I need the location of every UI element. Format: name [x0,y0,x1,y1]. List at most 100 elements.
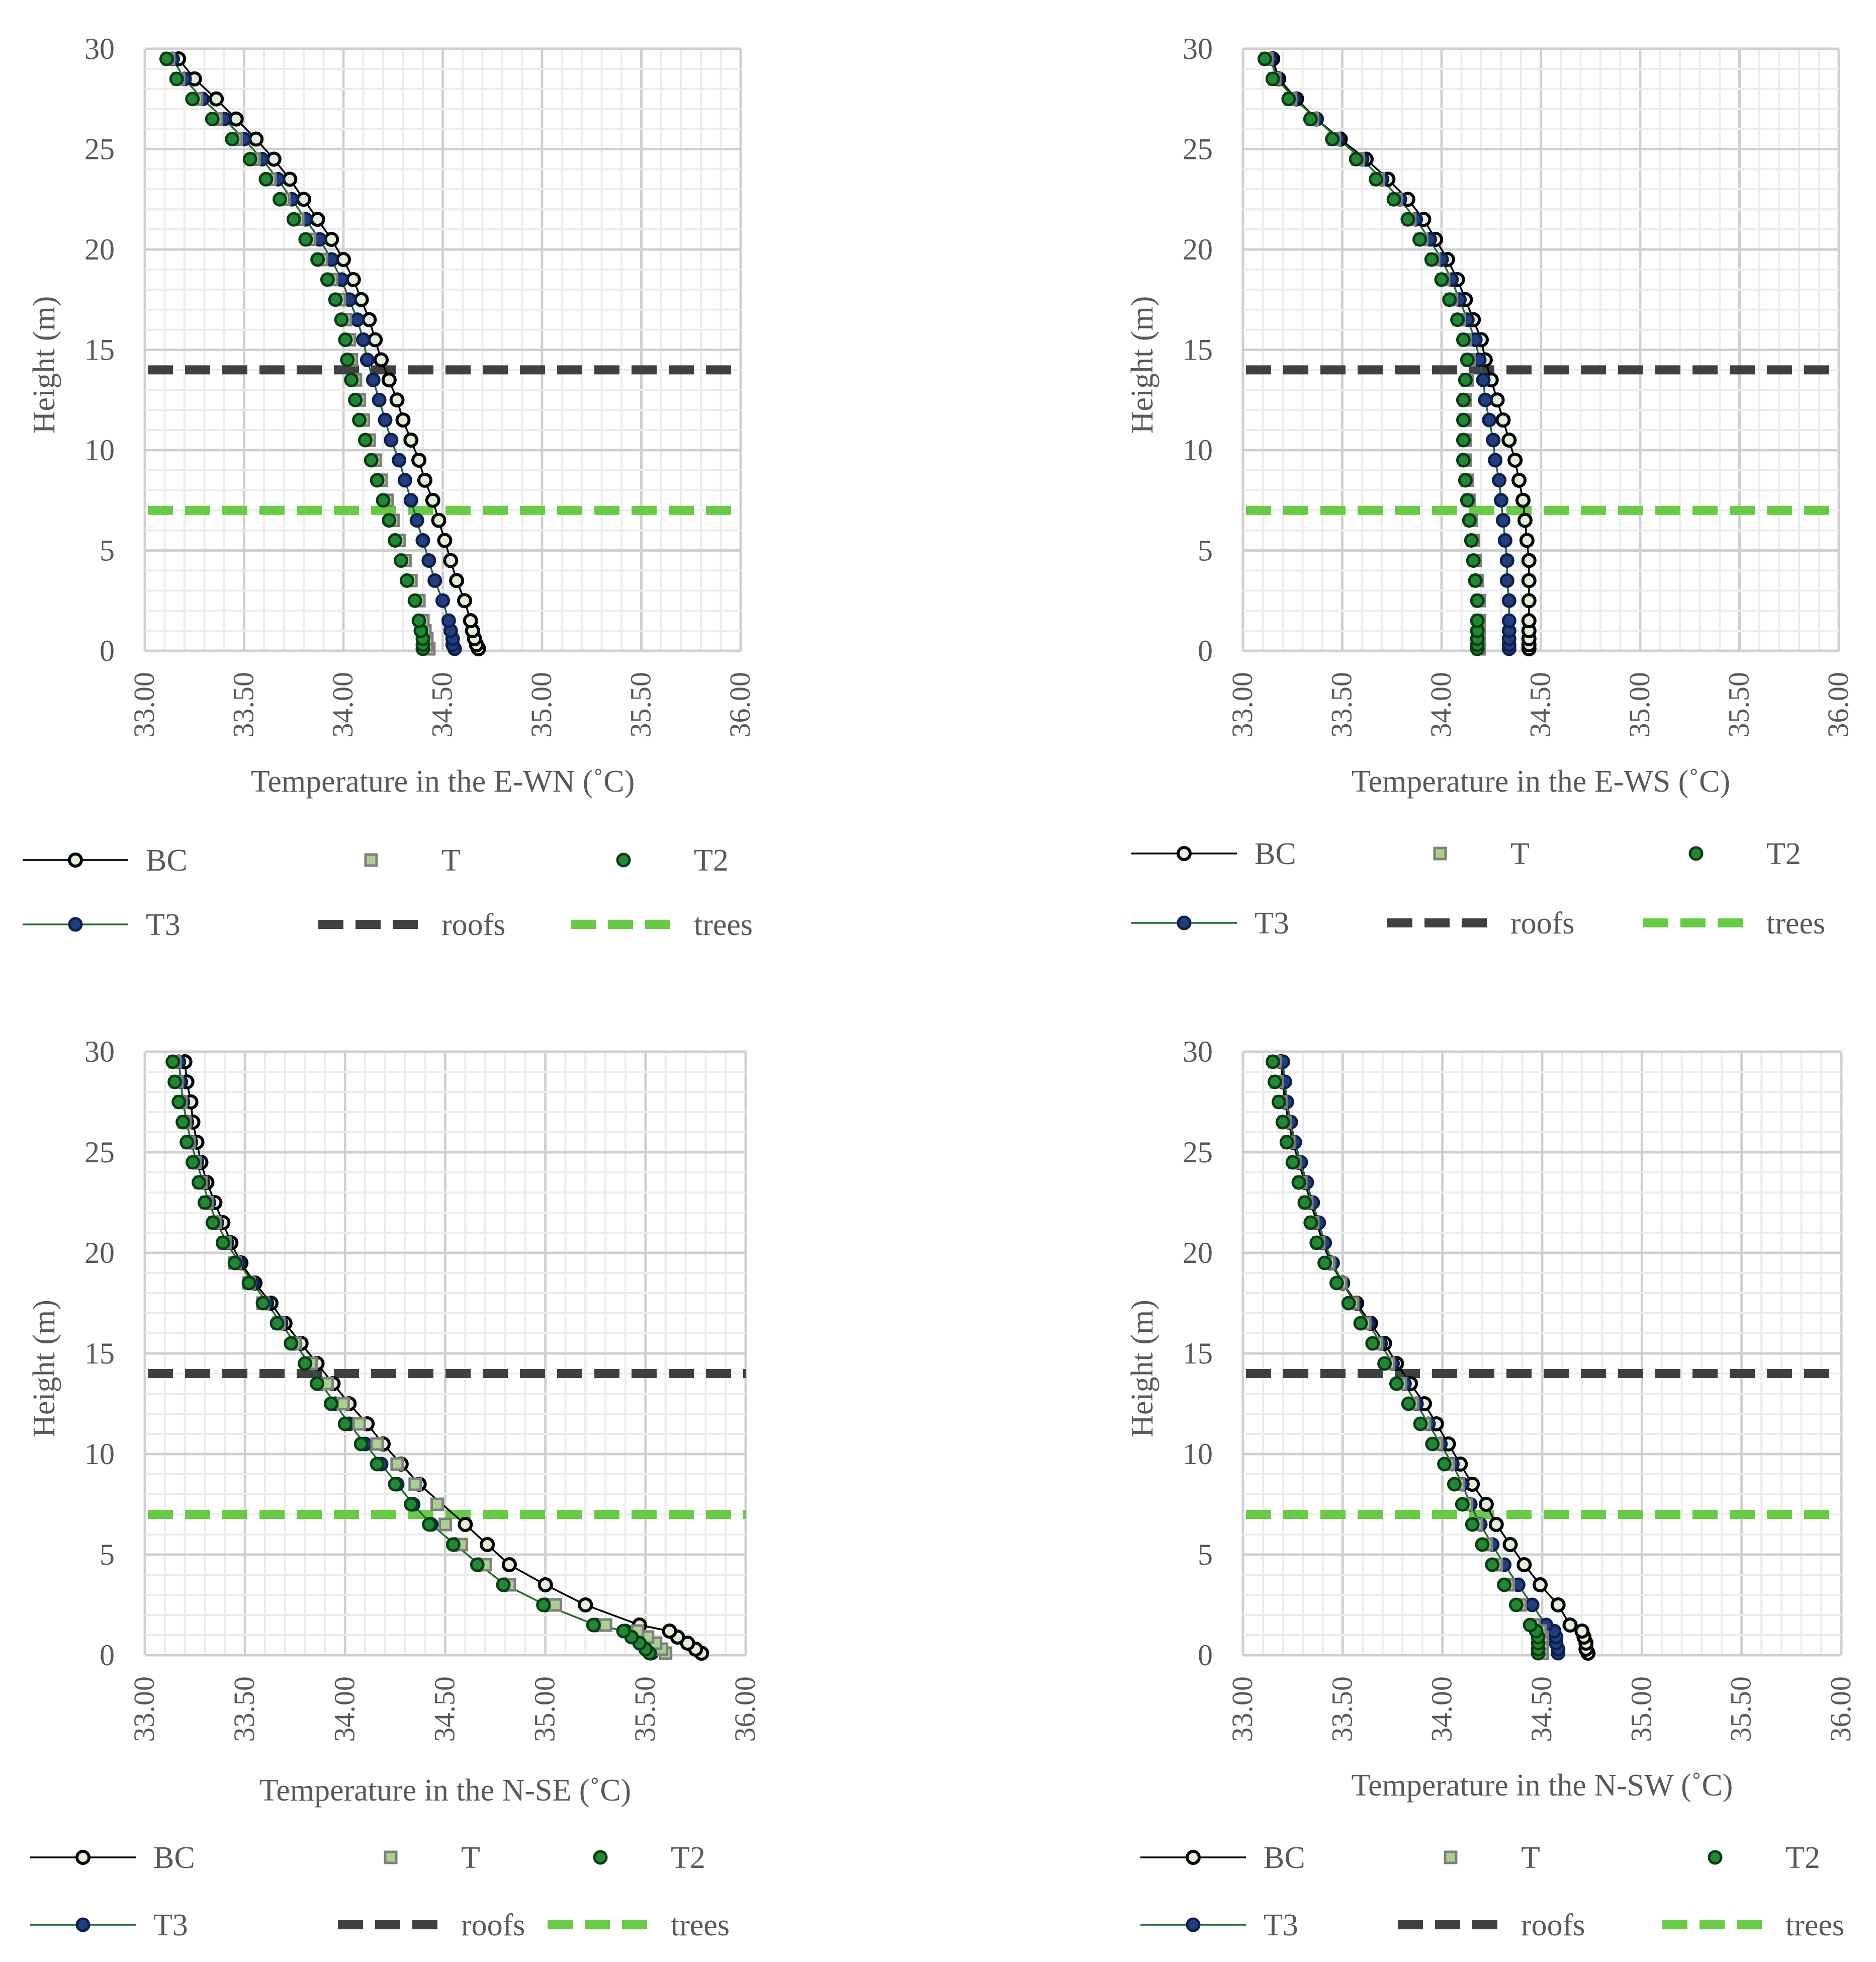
point-bc-11 [1478,1497,1494,1512]
point-bc-4 [1521,613,1537,629]
legend-label: trees [1785,1908,1844,1942]
legend-item-trees: trees [1643,906,1825,941]
point-t-5 [598,1618,612,1632]
y-tick-label: 25 [1183,133,1213,166]
point-t2-9 [445,1537,461,1552]
point-t3-12 [392,453,407,468]
point-bc-4 [1574,1624,1590,1639]
point-t3-16 [1476,372,1491,387]
point-t2-6 [536,1597,551,1612]
point-t2-21 [1341,1296,1356,1311]
point-bc-5 [1562,1617,1578,1633]
point-t2-24 [1309,1235,1324,1250]
x-tick-label: 35.50 [629,1676,661,1742]
series-t2-markers [165,1054,657,1661]
x-tick-label: 34.50 [1524,672,1557,738]
x-tick-label: 35.00 [1623,672,1656,738]
point-t2-10 [1465,1517,1480,1532]
y-tick-label: 30 [84,1035,115,1068]
point-t2-11 [1455,1497,1470,1512]
x-tick-label: 35.50 [1723,672,1755,738]
legend-item-bc: BC [23,843,188,878]
point-bc-10 [1488,1517,1504,1532]
legend-item-t2: T2 [593,1841,705,1875]
point-t2-28 [186,1155,201,1170]
point-bc-12 [411,452,427,468]
point-t2-8 [388,533,403,548]
series-t2-markers [159,51,430,656]
y-tick-label: 30 [1183,32,1213,65]
series-t2-markers [1266,1054,1546,1661]
legend-item-roofs: roofs [318,908,505,942]
x-tick-label: 36.00 [1822,672,1854,738]
x-tick-label: 33.00 [128,1676,160,1742]
point-bc-4 [463,613,478,629]
x-tick-label: 35.00 [1625,1676,1657,1742]
point-t2-19 [1365,1336,1380,1351]
point-t2-31 [171,1094,187,1110]
point-t3-14 [378,412,393,428]
point-t2-33 [1266,1054,1280,1069]
point-t2-29 [1279,1135,1294,1150]
point-t2-22 [310,252,325,267]
point-bc-6 [1550,1597,1566,1612]
y-tick-label: 15 [1183,1337,1213,1370]
point-t3-18 [356,332,371,348]
x-tick-label: 33.00 [128,672,160,738]
point-t2-10 [1460,493,1475,508]
y-tick-label: 25 [1183,1136,1213,1169]
x-tick-label: 33.50 [228,1676,260,1742]
legend: BC T T2 T3 roofs trees [1131,837,1825,941]
x-axis-title: Temperature in the N-SE (˚C) [259,1773,631,1808]
point-t2-28 [225,132,240,147]
point-t2-8 [1464,533,1479,548]
series-line-t3 [177,1061,653,1654]
y-tick-label: 30 [84,32,115,65]
point-bc-27 [266,151,282,167]
point-t2-16 [344,372,359,387]
point-t2-6 [1468,573,1483,588]
point-t2-21 [255,1296,271,1311]
legend-label: BC [1264,1841,1305,1875]
point-bc-30 [209,91,224,107]
point-t2-25 [1386,192,1401,207]
x-tick-label: 33.50 [1325,1676,1358,1742]
legend-label: T3 [153,1908,188,1942]
legend-label: BC [153,1841,195,1875]
legend-item-t3: T3 [1140,1908,1298,1942]
chart-panel-4: 0 5 10 15 20 25 30 33.00 33.50 34.00 34.50 35.00 35.… [1125,1035,1857,1942]
point-t2-7 [496,1577,511,1592]
point-bc-10 [425,492,440,508]
point-t3-19 [350,312,365,327]
y-tick-label: 20 [84,1236,115,1269]
point-bc-15 [1489,392,1505,408]
point-t2-27 [1291,1175,1306,1190]
legend-item-t: T [384,1841,480,1875]
point-t2-17 [310,1376,325,1391]
point-t2-legend [593,1850,608,1865]
y-tick-label: 0 [1198,634,1213,667]
x-tick-label: 36.00 [724,672,756,738]
point-t3-7 [1499,553,1514,568]
point-t3-8 [1497,533,1512,548]
point-t-11 [430,1497,444,1511]
point-t2-20 [270,1316,285,1331]
point-t2-5 [1523,1617,1538,1633]
point-t2-5 [407,593,422,608]
legend-label: T3 [1255,906,1289,941]
y-axis-title: Height (m) [1125,296,1159,434]
point-bc-5 [457,593,472,609]
point-t3-legend [1186,1917,1201,1932]
point-bc-8 [1519,533,1535,548]
point-t2-32 [167,1074,183,1089]
point-t2-11 [370,473,385,488]
point-t2-8 [1485,1557,1500,1572]
y-tick-label: 10 [84,1437,115,1471]
y-tick-label: 5 [100,534,115,567]
point-t2-20 [1353,1316,1368,1331]
point-bc-7 [443,553,459,568]
y-axis-title: Height (m) [27,296,61,434]
point-bc-4 [662,1624,677,1639]
point-t2-32 [1257,51,1272,66]
point-t2-16 [1458,372,1473,387]
